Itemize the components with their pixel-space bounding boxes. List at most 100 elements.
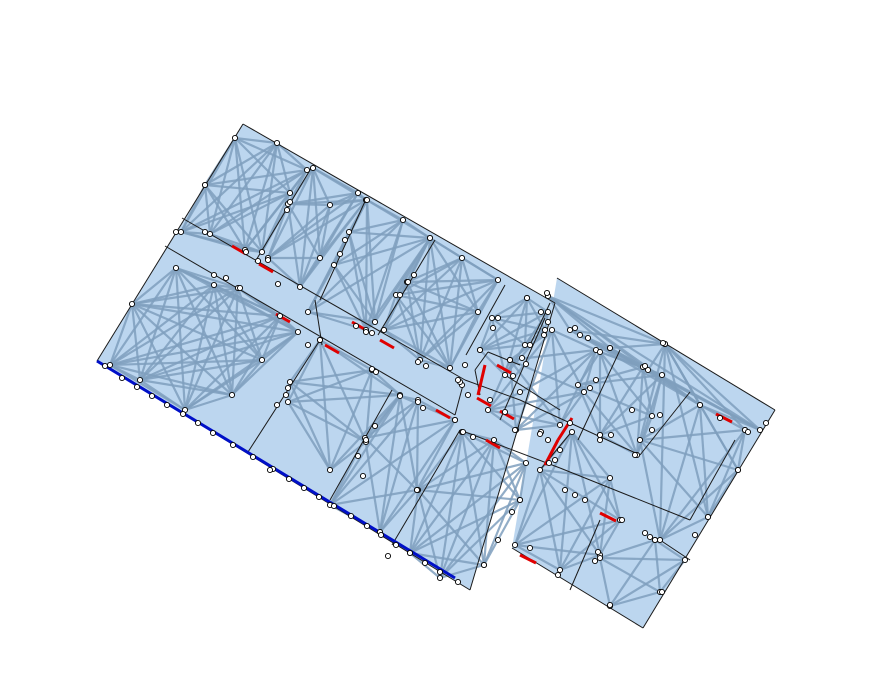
- wall-line: [487, 351, 521, 366]
- graph-edge: [329, 395, 401, 506]
- graph-node: [556, 566, 564, 574]
- graph-edge: [109, 364, 141, 381]
- graph-edge: [487, 329, 553, 411]
- graph-edge: [409, 462, 527, 554]
- graph-node: [459, 428, 467, 436]
- graph-node: [101, 362, 109, 370]
- graph-node: [516, 388, 524, 396]
- graph-node: [316, 336, 324, 344]
- graph-edge: [237, 287, 299, 333]
- graph-node: [681, 556, 689, 564]
- wall-line: [639, 391, 691, 456]
- graph-node: [303, 166, 311, 174]
- graph-node: [596, 348, 604, 356]
- graph-node: [526, 544, 534, 552]
- graph-node: [537, 308, 545, 316]
- graph-edge: [364, 399, 419, 439]
- graph-edge: [298, 204, 332, 288]
- graph-node: [436, 568, 444, 576]
- graph-edge: [287, 198, 367, 206]
- graph-edge: [319, 199, 367, 259]
- graph-edge: [231, 331, 299, 396]
- graph-edge: [598, 557, 612, 607]
- graph-edge: [363, 437, 382, 533]
- wall-line: [454, 384, 464, 416]
- graph-node: [362, 436, 370, 444]
- graph-node: [436, 574, 444, 582]
- graph-node: [696, 401, 704, 409]
- graph-edge: [395, 293, 479, 314]
- wall-line: [559, 467, 691, 521]
- graph-node: [136, 376, 144, 384]
- graph-edge: [416, 419, 456, 491]
- graph-edge: [209, 232, 263, 254]
- graph-edge: [138, 267, 178, 381]
- graph-edge: [539, 469, 601, 556]
- graph-node: [636, 436, 644, 444]
- nodes-layer: [101, 134, 770, 610]
- graph-node: [641, 529, 649, 537]
- graph-node: [576, 331, 584, 339]
- graph-edge: [547, 295, 649, 371]
- graph-edge: [109, 314, 281, 367]
- graph-edge: [109, 364, 186, 411]
- graph-edge: [383, 310, 479, 332]
- graph-edge: [487, 409, 517, 431]
- graph-node: [363, 522, 371, 530]
- graph-edge: [267, 167, 314, 259]
- graph-node: [177, 228, 185, 236]
- graph-edge: [289, 368, 373, 384]
- graph-node: [691, 531, 699, 539]
- graph-node: [426, 234, 434, 242]
- graph-node: [172, 264, 180, 272]
- graph-edge: [654, 539, 686, 561]
- graph-node: [580, 388, 588, 396]
- graph-node: [744, 428, 752, 436]
- graph-edge: [406, 280, 479, 314]
- graph-edge: [599, 519, 621, 556]
- graph-node: [352, 322, 360, 330]
- graph-edge: [348, 218, 404, 234]
- graph-edge: [212, 284, 234, 396]
- graph-edge: [184, 315, 281, 411]
- graph-node: [716, 414, 724, 422]
- graph-node: [341, 236, 349, 244]
- graph-edge: [406, 281, 451, 369]
- graph-node: [659, 339, 667, 347]
- graph-node: [648, 426, 656, 434]
- graph-edge: [383, 329, 421, 361]
- graph-node: [363, 196, 371, 204]
- graph-edge: [487, 349, 597, 411]
- graph-node: [242, 248, 250, 256]
- graph-node: [396, 291, 404, 299]
- graph-edge: [639, 404, 701, 441]
- graph-edge: [286, 203, 302, 288]
- graph-edge: [180, 191, 291, 234]
- graph-edge: [491, 297, 528, 319]
- graph-edge: [418, 257, 464, 361]
- graph-edge: [287, 339, 321, 403]
- graph-edge: [419, 358, 451, 370]
- wall-line: [569, 519, 601, 591]
- graph-node: [446, 364, 454, 372]
- graph-node: [368, 365, 376, 373]
- graph-node: [294, 328, 302, 336]
- graph-edge: [547, 295, 761, 431]
- graph-edge: [307, 264, 335, 313]
- graph-edge: [635, 415, 654, 456]
- graph-node: [413, 486, 421, 494]
- graph-edge: [109, 330, 299, 367]
- graph-node: [315, 493, 323, 501]
- graph-edge: [395, 294, 451, 369]
- wall-line: [465, 284, 506, 356]
- graph-node: [454, 578, 462, 586]
- graph-node: [404, 278, 412, 286]
- graph-edge: [234, 136, 308, 172]
- graph-node: [494, 276, 502, 284]
- wall-line: [319, 196, 368, 301]
- graph-node: [201, 228, 209, 236]
- graph-node: [544, 436, 552, 444]
- graph-node: [296, 283, 304, 291]
- graph-edge: [319, 192, 359, 259]
- graph-edge: [287, 393, 401, 404]
